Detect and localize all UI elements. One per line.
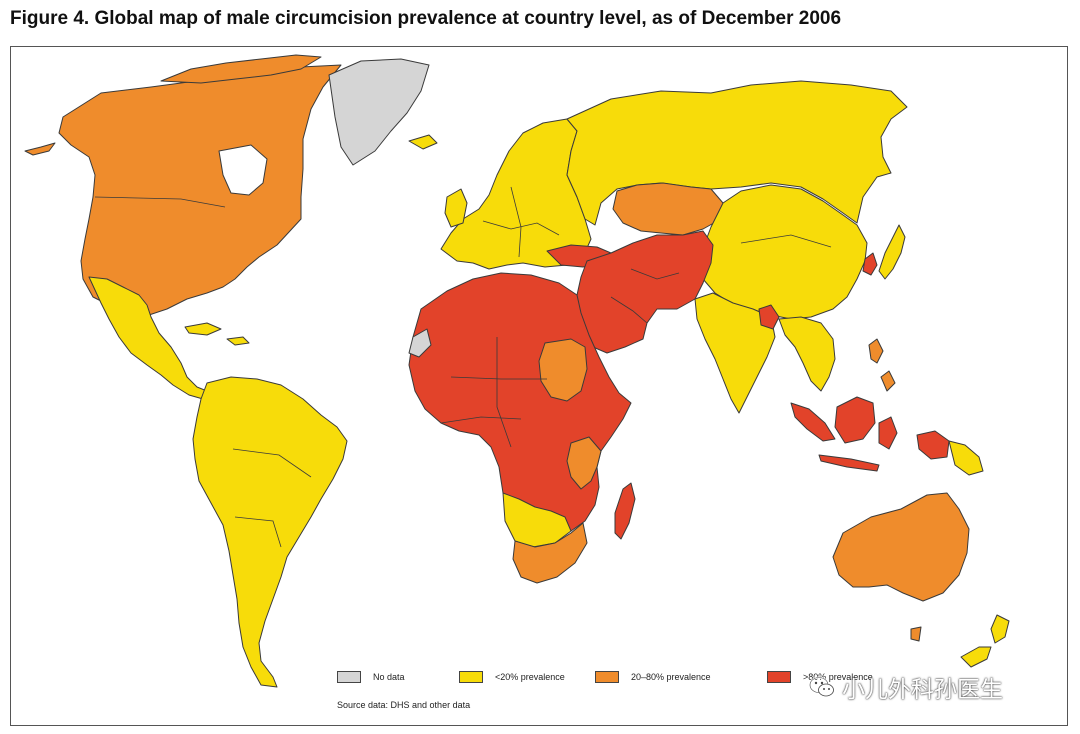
border-africa-1 xyxy=(450,376,547,380)
region-philippines xyxy=(868,338,884,364)
world-map xyxy=(11,47,1067,725)
region-arctic-islands xyxy=(160,54,322,84)
watermark-text: 小儿外科孙医生 xyxy=(842,677,1003,703)
region-moluccas xyxy=(916,430,950,460)
legend-swatch-no-data xyxy=(337,671,361,683)
region-western-sahara xyxy=(408,328,432,358)
region-philippines-2 xyxy=(880,370,896,392)
border-europe-2 xyxy=(510,186,522,258)
map-legend: No data <20% prevalence 20–80% prevalenc… xyxy=(337,669,897,713)
legend-label-no-data: No data xyxy=(373,672,405,682)
region-sudan xyxy=(538,338,588,402)
region-east-africa xyxy=(566,436,602,490)
legend-swatch-low xyxy=(459,671,483,683)
border-europe-1 xyxy=(482,220,560,236)
region-russia xyxy=(566,80,908,226)
legend-item-low: <20% prevalence xyxy=(459,669,565,685)
region-southeast-asia xyxy=(778,316,836,392)
border-usa-canada xyxy=(94,196,226,208)
border-south-america-1 xyxy=(232,448,312,478)
border-china-1 xyxy=(740,234,832,248)
region-south-africa xyxy=(512,522,588,584)
region-borneo xyxy=(834,396,876,444)
legend-label-low: <20% prevalence xyxy=(495,672,565,682)
region-south-korea xyxy=(862,252,878,276)
hudson-bay xyxy=(218,144,268,196)
region-bangladesh xyxy=(758,304,780,330)
region-south-asia xyxy=(694,292,776,414)
legend-item-no-data: No data xyxy=(337,669,405,685)
region-iceland xyxy=(408,134,438,150)
region-madagascar xyxy=(614,482,636,540)
region-caribbean-2 xyxy=(226,336,250,346)
region-sumatra xyxy=(790,402,836,442)
border-middle-east-1 xyxy=(630,268,680,280)
border-africa-2 xyxy=(496,337,512,448)
border-south-america-2 xyxy=(234,516,282,548)
region-caribbean xyxy=(184,322,222,336)
region-sulawesi xyxy=(878,416,898,450)
legend-label-mid: 20–80% prevalence xyxy=(631,672,711,682)
watermark: 小儿外科孙医生 xyxy=(808,667,1058,707)
region-greenland xyxy=(328,58,430,166)
figure-title: Figure 4. Global map of male circumcisio… xyxy=(10,8,842,29)
region-australia xyxy=(832,492,970,602)
region-java xyxy=(818,454,880,472)
region-tasmania xyxy=(910,626,922,642)
border-africa-3 xyxy=(440,416,522,424)
wechat-icon xyxy=(809,676,834,697)
source-note: Source data: DHS and other data xyxy=(337,700,471,710)
legend-label-high: >80% prevalence xyxy=(803,672,873,682)
region-new-zealand xyxy=(990,614,1010,644)
region-japan xyxy=(878,224,906,280)
border-middle-east-2 xyxy=(610,296,648,324)
legend-swatch-mid xyxy=(595,671,619,683)
region-alaska-islands xyxy=(24,142,56,156)
legend-item-mid: 20–80% prevalence xyxy=(595,669,711,685)
region-north-america xyxy=(58,64,342,316)
world-map-frame: No data <20% prevalence 20–80% prevalenc… xyxy=(10,46,1068,726)
legend-item-high: >80% prevalence xyxy=(767,669,873,685)
region-papua xyxy=(948,440,984,476)
legend-swatch-high xyxy=(767,671,791,683)
region-south-america xyxy=(192,376,348,688)
region-southern-africa-low xyxy=(502,492,572,548)
region-new-zealand-south xyxy=(960,646,992,668)
region-central-america xyxy=(88,276,208,400)
region-uk xyxy=(444,188,468,228)
